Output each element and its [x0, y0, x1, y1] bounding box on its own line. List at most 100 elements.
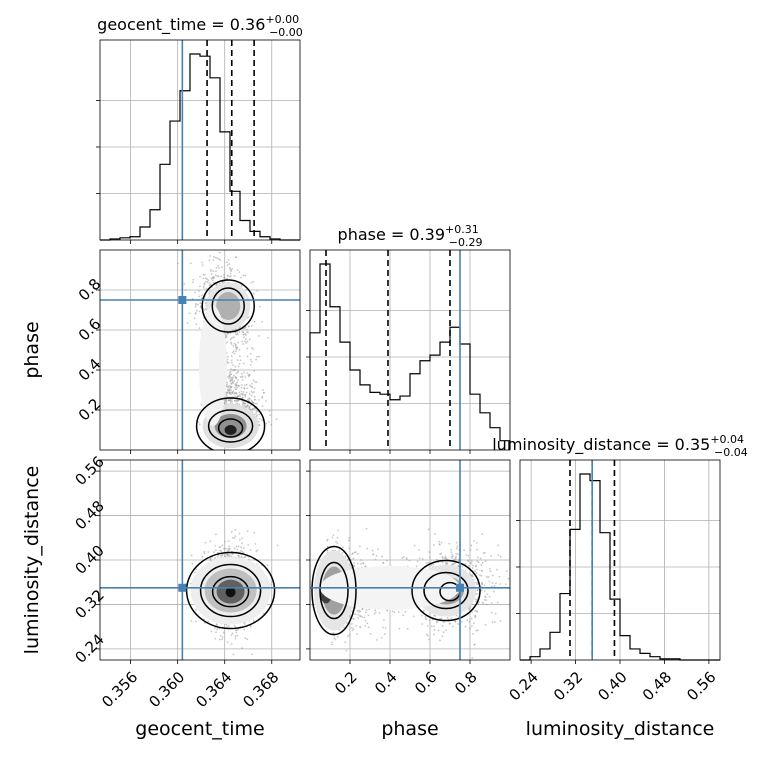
sample-point — [241, 396, 244, 399]
sample-point — [219, 549, 222, 552]
sample-point — [233, 547, 236, 550]
sample-point — [203, 550, 206, 553]
sample-point — [229, 272, 232, 275]
sample-point — [351, 623, 353, 625]
sample-point — [450, 551, 453, 554]
sample-point — [255, 358, 258, 361]
sample-point — [427, 561, 430, 564]
x-axis-label-geocent_time: geocent_time — [135, 718, 264, 740]
sample-point — [351, 626, 353, 629]
sample-point — [190, 554, 193, 557]
sample-point — [235, 545, 238, 548]
sample-point — [434, 533, 436, 536]
sample-point — [230, 270, 232, 273]
sample-point — [381, 555, 383, 558]
sample-point — [472, 622, 475, 625]
sample-point — [188, 312, 191, 315]
sample-point — [210, 277, 213, 280]
sample-point — [192, 278, 195, 281]
sample-point — [245, 328, 248, 331]
sample-point — [353, 551, 356, 554]
sample-point — [222, 238, 224, 240]
sample-point — [240, 284, 243, 287]
sample-point — [233, 342, 236, 345]
sample-point — [488, 595, 491, 598]
sample-point — [384, 627, 387, 629]
sample-point — [199, 302, 202, 305]
sample-point — [245, 391, 248, 394]
sample-point — [470, 560, 473, 563]
sample-point — [235, 400, 238, 403]
sample-point — [227, 624, 230, 627]
sample-point — [202, 285, 205, 288]
sample-point — [219, 554, 222, 557]
sample-point — [235, 333, 238, 336]
sample-point — [432, 563, 435, 566]
sample-point — [420, 614, 423, 617]
sample-point — [231, 361, 233, 364]
sample-point — [450, 548, 452, 551]
sample-point — [209, 269, 212, 271]
sample-point — [231, 378, 233, 381]
sample-point — [242, 331, 245, 334]
sample-point — [230, 386, 233, 389]
sample-point — [232, 381, 234, 384]
sample-point — [344, 641, 347, 644]
sample-point — [357, 616, 360, 619]
sample-point — [244, 402, 247, 405]
sample-point — [473, 540, 475, 542]
sample-point — [231, 632, 234, 635]
sample-point — [481, 533, 484, 536]
sample-point — [344, 555, 347, 558]
sample-point — [236, 381, 238, 384]
histogram-luminosity_distance — [520, 473, 720, 661]
sample-point — [475, 568, 478, 571]
sample-point — [237, 341, 240, 344]
sample-point — [236, 332, 239, 334]
sample-point — [242, 547, 245, 549]
sample-point — [226, 641, 229, 644]
sample-point — [233, 352, 236, 355]
sample-point — [427, 638, 430, 641]
sample-point — [477, 561, 480, 564]
sample-point — [227, 549, 229, 552]
sample-point — [230, 530, 233, 533]
sample-point — [249, 625, 252, 628]
sample-point — [357, 552, 359, 555]
hist-panel-geocent_time — [99, 39, 301, 241]
sample-point — [261, 397, 264, 399]
sample-point — [241, 647, 243, 650]
sample-point — [467, 564, 470, 567]
sample-point — [331, 536, 334, 539]
sample-point — [471, 574, 473, 576]
sample-point — [249, 358, 252, 361]
sample-point — [481, 569, 483, 572]
sample-point — [218, 251, 221, 254]
sample-point — [230, 368, 233, 370]
sample-point — [436, 620, 439, 623]
sample-point — [235, 629, 237, 632]
sample-point — [456, 545, 459, 548]
sample-point — [230, 389, 232, 392]
sample-point — [193, 291, 196, 294]
density-cell — [225, 587, 236, 598]
sample-point — [230, 634, 233, 636]
contour-line — [423, 571, 469, 610]
sample-point — [356, 562, 359, 565]
sample-point — [250, 385, 253, 388]
sample-point — [240, 392, 243, 395]
sample-point — [242, 343, 245, 345]
sample-point — [251, 401, 254, 404]
sample-point — [207, 551, 210, 553]
sample-point — [476, 598, 478, 601]
sample-point — [461, 565, 463, 568]
sample-point — [444, 556, 447, 559]
sample-point — [245, 404, 248, 407]
sample-point — [438, 543, 441, 545]
sample-point — [444, 555, 447, 558]
sample-point — [233, 379, 236, 382]
sample-point — [234, 391, 237, 394]
sample-point — [212, 551, 215, 553]
x-tick-label: 0.6 — [411, 668, 441, 698]
